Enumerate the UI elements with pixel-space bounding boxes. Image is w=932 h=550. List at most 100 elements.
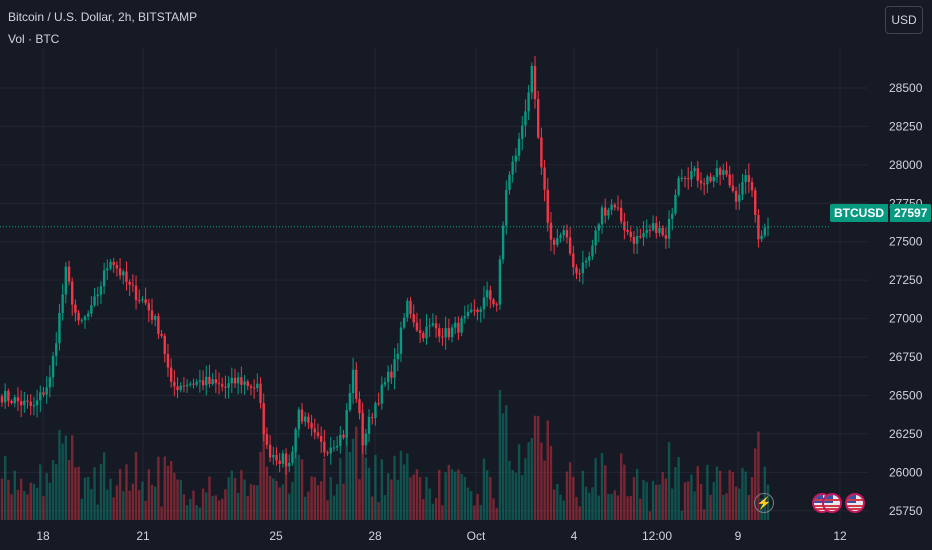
- volume-bar: [690, 474, 693, 520]
- candle-body: [511, 161, 514, 175]
- volume-bar: [712, 482, 715, 520]
- volume-bar: [645, 482, 648, 520]
- candle-body: [351, 369, 355, 394]
- candle-body: [418, 330, 422, 334]
- volume-bar: [256, 485, 259, 520]
- price-tag-value: 27597: [890, 204, 932, 222]
- volume-bar: [463, 476, 466, 520]
- volume-bar: [48, 482, 52, 520]
- candle-body: [482, 297, 486, 310]
- candle-body: [221, 384, 224, 387]
- volume-bar: [386, 473, 390, 520]
- candle-body: [677, 178, 680, 195]
- candle-body: [246, 381, 249, 387]
- volume-bar: [310, 476, 313, 520]
- y-tick-label: 27500: [889, 235, 923, 249]
- currency-button[interactable]: USD: [885, 6, 923, 34]
- candle-body: [163, 335, 166, 355]
- volume-bar: [693, 491, 696, 520]
- volume-bar: [434, 498, 438, 520]
- volume-bar: [351, 438, 355, 520]
- candle-body: [450, 327, 454, 338]
- candle-body: [393, 359, 396, 378]
- candle-body: [169, 367, 173, 382]
- candle-body: [192, 383, 195, 385]
- candle-body: [90, 305, 93, 314]
- volume-bar: [211, 496, 214, 520]
- candle-body: [166, 354, 170, 368]
- candle-body: [64, 266, 68, 295]
- volume-bar: [501, 413, 505, 520]
- volume-bar: [230, 470, 233, 520]
- candle-body: [613, 204, 616, 208]
- volume-bar: [380, 459, 384, 520]
- candle-body: [339, 434, 342, 446]
- candle-body: [240, 377, 243, 385]
- candle-body: [696, 168, 699, 181]
- volume-bar: [537, 415, 540, 520]
- volume-bar: [319, 481, 323, 520]
- last-price-tag: BTCUSD 27597: [830, 204, 932, 222]
- y-tick-label: 26750: [889, 350, 923, 364]
- candle-body: [501, 225, 505, 260]
- candle-body: [578, 273, 581, 275]
- candle-body: [687, 178, 690, 180]
- candle-body: [447, 328, 451, 338]
- candle-body: [722, 170, 725, 175]
- candle-body: [623, 221, 626, 231]
- volume-bar: [428, 488, 431, 520]
- volume-bar: [648, 511, 652, 520]
- volume-bar: [559, 494, 562, 520]
- volume-bar: [71, 435, 74, 520]
- volume-bar: [77, 466, 80, 520]
- volume-bar: [460, 473, 463, 520]
- candle-body: [16, 397, 20, 402]
- volume-bar: [508, 460, 511, 520]
- candle-body: [734, 190, 738, 202]
- candle-body: [402, 317, 406, 328]
- candle-body: [664, 235, 668, 239]
- candle-body: [380, 384, 384, 404]
- candle-body: [604, 207, 607, 216]
- volume-bar: [556, 483, 559, 520]
- volume-bar: [316, 485, 320, 520]
- volume-bar: [227, 477, 230, 520]
- volume-bar: [128, 490, 131, 520]
- volume-bar: [754, 448, 757, 520]
- candle-body: [680, 177, 684, 179]
- candle-body: [594, 230, 597, 246]
- volume-bar: [201, 488, 205, 520]
- candle-body: [629, 231, 632, 237]
- volume-bar: [540, 442, 543, 520]
- candle-body: [517, 138, 521, 156]
- volume-bar: [249, 484, 253, 520]
- candle-body: [329, 447, 332, 454]
- volume-bar: [358, 479, 361, 520]
- candle-body: [198, 380, 202, 382]
- candle-body: [702, 183, 706, 185]
- price-axis[interactable]: 25750 26000 26250 26500 26750 27000 27250 27500…: [889, 81, 923, 518]
- candle-body: [597, 224, 601, 231]
- candle-body: [715, 168, 719, 177]
- time-axis[interactable]: 18 21 25 28 Oct 4 12:00 9 12: [36, 529, 847, 543]
- us-flag-icon[interactable]: [822, 493, 842, 513]
- candle-body: [29, 401, 32, 406]
- volume-bar: [562, 500, 565, 520]
- us-flag-icon[interactable]: [845, 493, 865, 513]
- candle-body: [230, 377, 233, 384]
- lightning-icon[interactable]: ⚡: [754, 493, 774, 513]
- volume-bar: [552, 489, 556, 520]
- candle-body: [747, 175, 751, 182]
- candle-body: [521, 125, 524, 139]
- candle-body: [217, 383, 221, 385]
- volume-bar: [524, 458, 527, 520]
- volume-bar: [642, 479, 645, 520]
- candlesticks: [0, 56, 770, 475]
- volume-bar: [722, 494, 725, 520]
- volume-bar: [83, 477, 87, 520]
- volume-bar: [725, 493, 728, 520]
- volume-bar: [355, 426, 358, 520]
- volume-bar: [332, 495, 336, 520]
- volume-bar: [447, 464, 451, 520]
